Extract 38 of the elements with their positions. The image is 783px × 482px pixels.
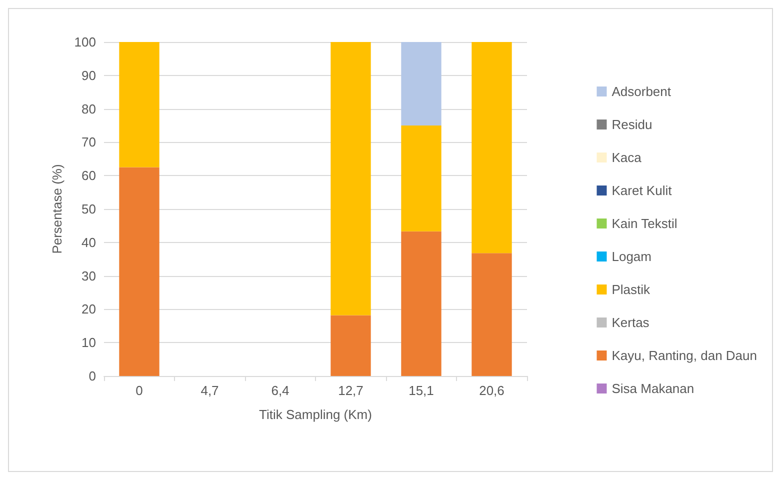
y-tick-label: 10: [82, 335, 96, 350]
legend-label: Karet Kulit: [612, 183, 672, 198]
y-tick-label: 20: [82, 302, 96, 317]
bar: [401, 126, 442, 232]
bar: [472, 42, 512, 254]
bar: [119, 167, 160, 376]
y-tick-label: 60: [82, 168, 96, 184]
y-tick-label: 30: [82, 268, 96, 284]
y-tick-label: 70: [82, 134, 96, 150]
x-tick-label: 20,6: [479, 383, 504, 398]
x-axis-title: Titik Sampling (Km): [259, 407, 372, 422]
y-axis-title: Persentase (%): [49, 164, 64, 254]
y-tick-label: 90: [82, 68, 96, 83]
legend-label: Kertas: [612, 315, 650, 330]
legend-label: Plastik: [612, 282, 651, 297]
x-tick-label: 0: [136, 383, 143, 398]
bar: [330, 315, 371, 376]
y-tick-label: 80: [82, 101, 96, 116]
y-tick-label: 40: [82, 234, 96, 250]
legend-label: Kayu, Ranting, dan Daun: [612, 348, 758, 363]
legend-label: Kain Tekstil: [612, 216, 678, 231]
legend-label: Adsorbent: [612, 84, 672, 99]
bar: [472, 253, 512, 376]
bar: [401, 42, 442, 126]
y-tick-label: 100: [74, 34, 96, 50]
legend-label: Logam: [612, 249, 652, 264]
legend-label: Sisa Makanan: [612, 381, 694, 396]
bar: [119, 42, 160, 168]
legend-label: Residu: [612, 117, 652, 132]
legend-label: Kaca: [612, 150, 642, 165]
x-tick-label: 15,1: [408, 383, 434, 398]
bar: [330, 42, 371, 316]
x-tick-label: 4,7: [200, 383, 219, 398]
bar: [401, 231, 442, 376]
x-tick-label: 6,4: [271, 383, 290, 398]
y-tick-label: 50: [82, 202, 96, 216]
y-tick-label: 0: [88, 368, 96, 384]
x-tick-label: 12,7: [338, 383, 364, 398]
